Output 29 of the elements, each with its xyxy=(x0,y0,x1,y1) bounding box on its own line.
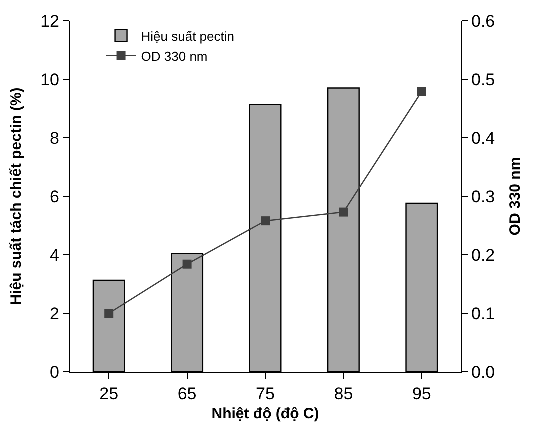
legend-label: OD 330 nm xyxy=(141,48,208,64)
y2-axis-title: OD 330 nm xyxy=(507,157,524,236)
y2-tick-label: 0.3 xyxy=(472,187,496,206)
x-tick-label: 75 xyxy=(256,384,275,404)
y-tick-label: 12 xyxy=(40,12,60,31)
y-tick-label: 10 xyxy=(40,70,60,90)
y2-tick-label: 0.5 xyxy=(472,70,496,90)
y2-tick-label: 0.1 xyxy=(472,304,496,324)
y2-tick-label: 0.0 xyxy=(472,362,496,382)
point xyxy=(261,216,270,226)
y2-tick-label: 0.4 xyxy=(472,128,496,148)
x-axis-title: Nhiệt độ (độ C) xyxy=(212,406,320,422)
x-tick-label: 85 xyxy=(334,384,354,404)
y-tick-label: 0 xyxy=(50,362,60,382)
y2-tick-label: 0.6 xyxy=(472,12,496,31)
point xyxy=(104,309,114,318)
y2-tick-label: 0.2 xyxy=(472,246,496,265)
x-tick-label: 95 xyxy=(412,384,432,404)
legend-label: Hiệu suất pectin xyxy=(141,29,235,44)
point xyxy=(182,260,192,269)
point xyxy=(417,87,426,96)
y-tick-label: 4 xyxy=(50,246,60,265)
x-tick-label: 65 xyxy=(178,384,197,404)
point xyxy=(339,208,348,217)
x-tick-label: 25 xyxy=(100,384,119,404)
y-tick-label: 6 xyxy=(50,187,60,206)
y-tick-label: 8 xyxy=(50,128,60,148)
y-tick-label: 2 xyxy=(50,304,60,324)
y-axis-title: Hiệu suất tách chiết pectin (%) xyxy=(8,88,25,306)
